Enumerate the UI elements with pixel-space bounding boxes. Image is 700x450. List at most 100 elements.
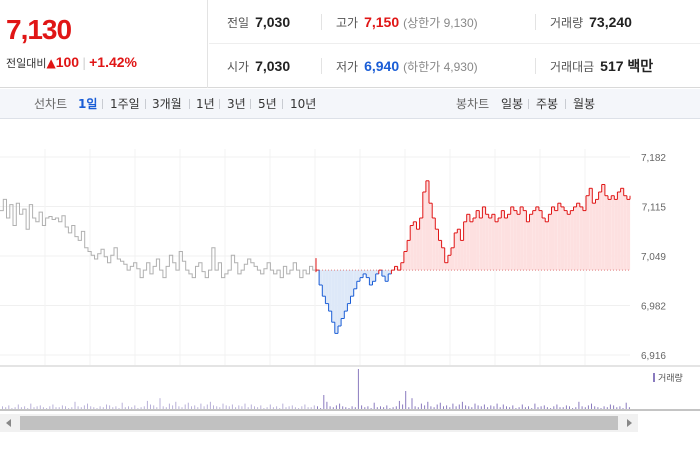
- volume-bar: [449, 407, 451, 409]
- volume-bar: [398, 400, 400, 409]
- today-fill-segment: [457, 229, 461, 271]
- today-fill-segment: [319, 270, 323, 285]
- volume-bar: [578, 401, 580, 409]
- today-fill-segment: [554, 210, 558, 271]
- today-fill-segment: [416, 229, 420, 271]
- volume-bar: [515, 408, 517, 409]
- tab-monthly-candle[interactable]: 월봉: [573, 97, 596, 111]
- volume-bar: [597, 407, 599, 409]
- today-fill-segment: [560, 206, 564, 271]
- today-fill-segment: [529, 214, 533, 271]
- volume-bar: [74, 401, 76, 409]
- volume-bar: [257, 407, 259, 409]
- today-fill-segment: [576, 203, 580, 271]
- y-tick-label: 6,982: [641, 302, 666, 313]
- today-fill-segment: [454, 232, 458, 271]
- tab-10year[interactable]: 10년: [290, 97, 317, 111]
- volume-bar: [134, 405, 136, 409]
- today-fill-segment: [403, 251, 407, 271]
- volume-bar: [241, 406, 243, 409]
- candle-chart-label: 봉차트: [456, 97, 490, 111]
- today-fill-segment: [482, 206, 486, 271]
- volume-bar: [433, 407, 435, 409]
- volume-bar: [83, 405, 85, 409]
- volume-bar: [263, 408, 265, 409]
- volume-bar: [591, 403, 592, 409]
- volume-bar: [436, 404, 438, 409]
- volume-bar: [140, 407, 142, 409]
- volume-bar: [443, 406, 444, 409]
- volume-bar: [115, 406, 117, 409]
- tab-3year[interactable]: 3년: [227, 97, 246, 111]
- chart-scrollbar[interactable]: [0, 414, 638, 432]
- volume-bar: [150, 404, 151, 409]
- volume-bar: [184, 404, 186, 409]
- today-fill-segment: [586, 195, 590, 271]
- volume-bar: [342, 406, 344, 409]
- volume-bar: [458, 404, 460, 409]
- volume-bar: [266, 407, 268, 409]
- volume-bar: [175, 401, 177, 409]
- volume-bar: [96, 408, 98, 409]
- volume-bar: [461, 401, 463, 409]
- volume-bar: [106, 404, 107, 409]
- volume-bar: [430, 406, 432, 409]
- volume-bar: [534, 403, 536, 409]
- volume-bar: [603, 406, 605, 409]
- volume-bar: [282, 403, 284, 409]
- volume-bar: [354, 407, 356, 409]
- tab-1day[interactable]: 1일: [78, 97, 98, 111]
- volume-bar: [128, 406, 129, 409]
- volume-bar: [301, 406, 303, 409]
- today-fill-segment: [535, 206, 539, 271]
- volume-bar: [250, 404, 252, 409]
- volume-bar: [279, 408, 281, 409]
- today-fill-segment: [495, 221, 499, 271]
- volume-bar: [298, 408, 300, 409]
- volume-bar: [565, 405, 567, 409]
- scroll-left-icon[interactable]: [6, 419, 11, 427]
- tab-weekly-candle[interactable]: 주봉: [536, 97, 559, 111]
- volume-bar: [572, 408, 574, 409]
- volume-bar: [546, 407, 548, 409]
- today-fill-segment: [419, 218, 423, 271]
- volume-bar: [606, 407, 608, 409]
- volume-bar: [200, 403, 202, 409]
- tab-1week[interactable]: 1주일: [110, 97, 140, 111]
- volume-bar: [99, 406, 101, 409]
- volume-bar: [487, 407, 489, 409]
- volume-bar: [326, 401, 328, 409]
- current-price: 7,130: [6, 14, 72, 45]
- up-triangle-icon: ▲: [46, 56, 56, 70]
- today-fill-segment: [551, 206, 555, 271]
- volume-bar: [537, 407, 539, 409]
- scrollbar-thumb[interactable]: [20, 416, 618, 430]
- volume-bar: [55, 407, 57, 409]
- today-fill-segment: [334, 270, 338, 334]
- tab-3month[interactable]: 3개월: [152, 97, 182, 111]
- today-fill-segment: [589, 188, 593, 271]
- volume-bar: [386, 405, 388, 409]
- volume-bar: [197, 407, 199, 409]
- today-fill-segment: [394, 266, 398, 271]
- volume-bar: [2, 406, 3, 409]
- volume: 거래량 73,240: [550, 14, 632, 30]
- today-fill-segment: [422, 192, 426, 271]
- tab-1year[interactable]: 1년: [196, 97, 215, 111]
- tab-5year[interactable]: 5년: [258, 97, 277, 111]
- today-fill-segment: [498, 218, 502, 271]
- volume-bar: [24, 406, 26, 409]
- volume-bar: [380, 406, 381, 409]
- volume-bar: [439, 402, 441, 409]
- today-fill-segment: [369, 270, 373, 285]
- today-fill-segment: [582, 210, 586, 271]
- volume-bar: [203, 406, 205, 409]
- volume-bar: [512, 405, 514, 409]
- volume-bar: [383, 407, 385, 409]
- tab-daily-candle[interactable]: 일봉: [501, 97, 524, 111]
- volume-bar: [427, 401, 429, 409]
- scroll-right-icon[interactable]: [627, 419, 632, 427]
- volume-bar: [424, 405, 426, 409]
- today-fill-segment: [507, 214, 511, 271]
- volume-bar: [307, 407, 309, 409]
